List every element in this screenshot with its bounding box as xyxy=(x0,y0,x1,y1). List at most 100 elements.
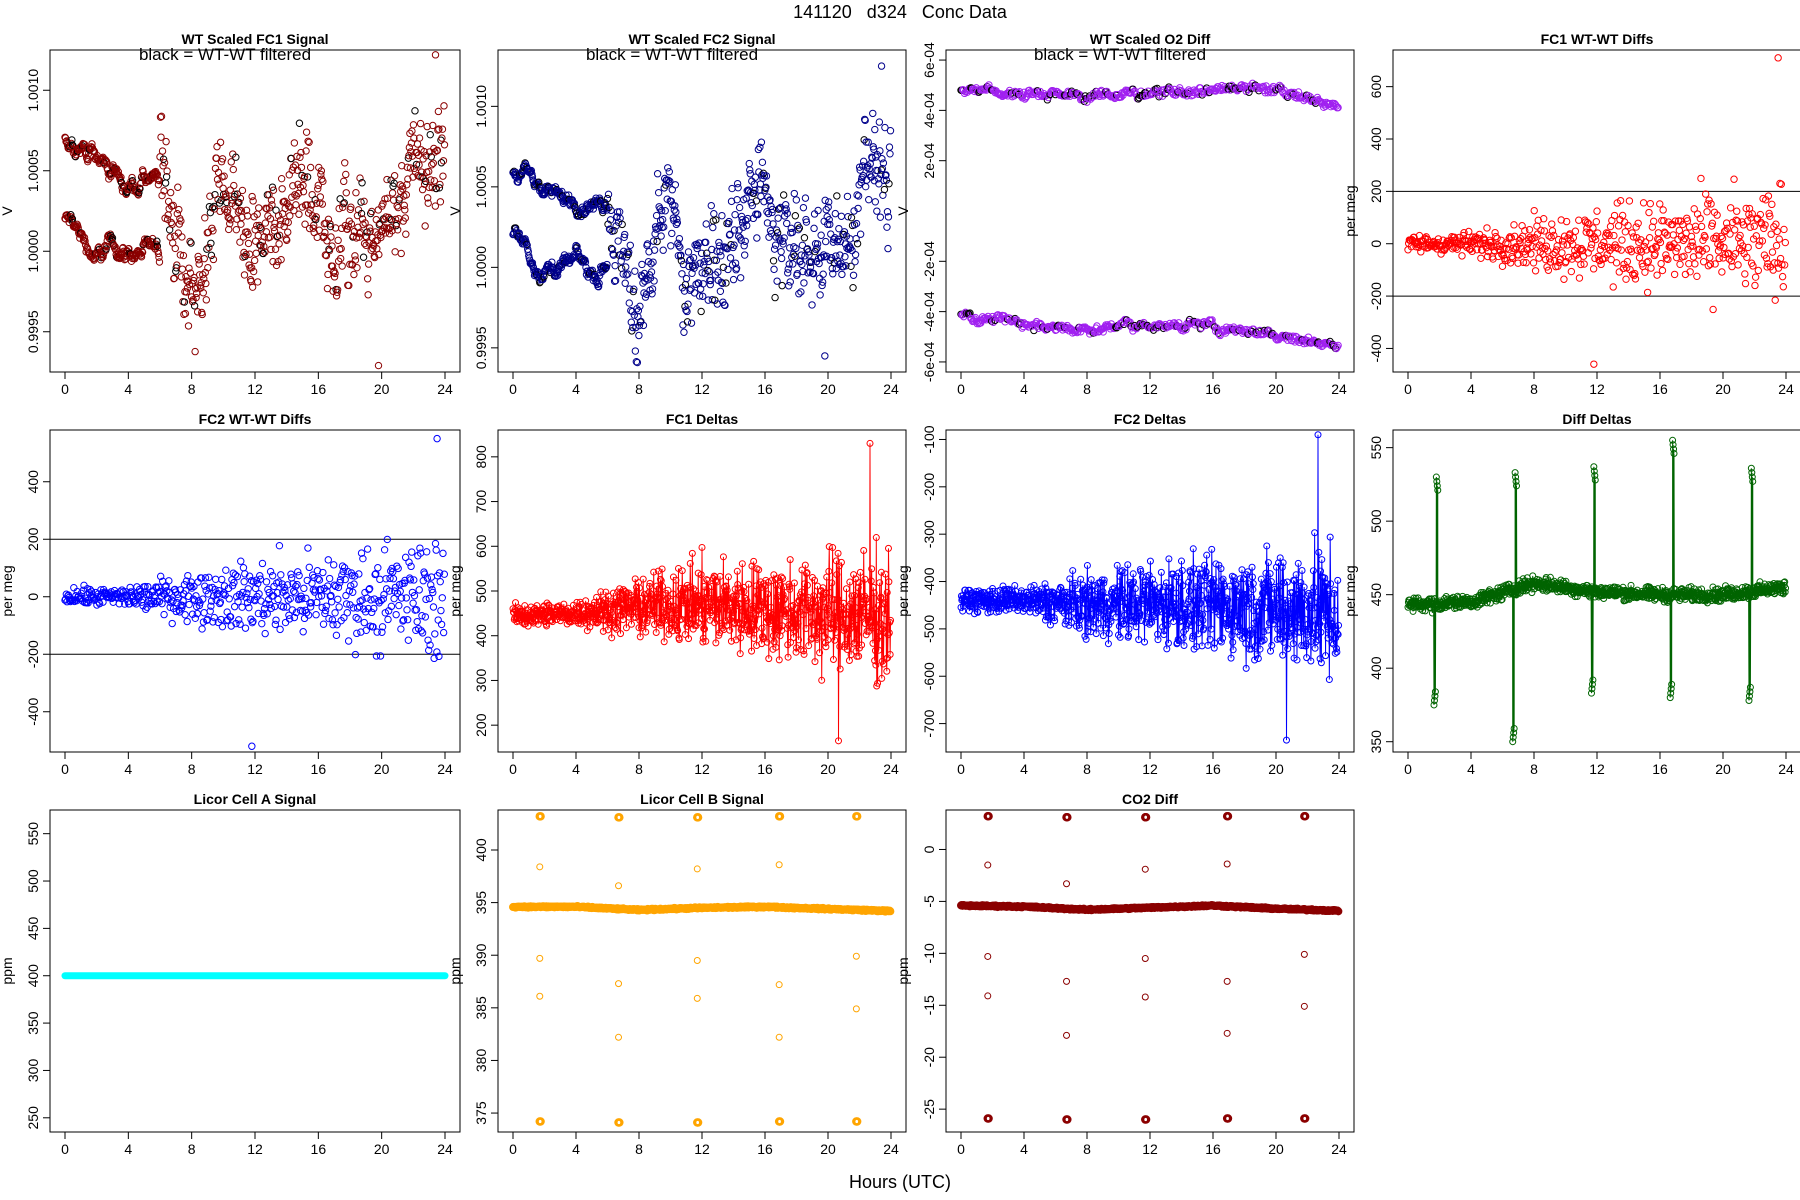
data-point xyxy=(203,245,211,253)
data-point xyxy=(868,154,876,162)
data-point xyxy=(672,576,680,584)
data-point xyxy=(619,270,627,278)
data-point xyxy=(844,642,852,650)
data-point xyxy=(1736,231,1744,240)
data-point xyxy=(884,213,893,221)
data-point xyxy=(537,616,545,624)
y-tick-label: 600 xyxy=(1368,75,1384,99)
data-point xyxy=(711,619,719,627)
data-point xyxy=(873,151,882,159)
data-point xyxy=(221,591,229,599)
data-point xyxy=(1698,247,1707,255)
data-point xyxy=(603,260,611,269)
data-point xyxy=(336,254,345,263)
data-point xyxy=(102,242,111,251)
data-point xyxy=(391,248,399,256)
data-point xyxy=(401,553,410,562)
data-point xyxy=(324,556,332,564)
data-point xyxy=(307,599,316,607)
data-point xyxy=(632,358,641,366)
data-point xyxy=(323,587,331,595)
data-point xyxy=(664,164,672,172)
data-point xyxy=(1333,343,1341,351)
data-point xyxy=(842,585,850,593)
data-point xyxy=(710,210,718,218)
data-point xyxy=(1632,223,1640,231)
data-point xyxy=(1711,260,1719,268)
data-point xyxy=(1208,316,1216,324)
data-point xyxy=(439,549,447,558)
data-point xyxy=(832,252,840,260)
y-tick-label: 2e-04 xyxy=(921,143,937,179)
data-point xyxy=(1726,204,1735,212)
data-point xyxy=(434,107,443,116)
data-point xyxy=(753,234,761,242)
data-point xyxy=(698,292,707,300)
data-point xyxy=(683,318,692,326)
data-point xyxy=(256,223,264,232)
data-point xyxy=(1645,208,1653,217)
data-point xyxy=(774,214,782,222)
y-tick-label: 1.0000 xyxy=(473,246,489,289)
data-point xyxy=(670,206,679,214)
data-point xyxy=(302,128,311,136)
data-point xyxy=(816,291,824,299)
data-point xyxy=(974,608,982,616)
data-point xyxy=(259,249,268,258)
data-point xyxy=(790,579,798,587)
data-point xyxy=(397,249,405,258)
data-point xyxy=(760,603,768,611)
data-point xyxy=(656,575,664,583)
data-point xyxy=(649,607,657,615)
x-tick-label: 4 xyxy=(1020,381,1028,397)
data-point xyxy=(712,216,720,224)
data-point xyxy=(285,171,293,179)
data-point xyxy=(415,586,423,594)
data-point xyxy=(288,606,297,614)
data-point xyxy=(137,253,146,261)
data-point xyxy=(1621,228,1630,236)
data-point xyxy=(181,611,189,619)
data-point xyxy=(1687,242,1695,250)
data-point xyxy=(248,192,256,201)
data-point xyxy=(299,628,307,636)
data-point xyxy=(286,594,294,603)
data-point xyxy=(326,220,334,228)
data-point xyxy=(210,613,218,622)
data-point xyxy=(853,630,861,638)
data-point xyxy=(1593,207,1601,215)
x-tick-label: 8 xyxy=(1530,381,1538,397)
x-tick-label: 4 xyxy=(124,761,132,777)
data-point xyxy=(400,201,408,210)
data-point xyxy=(678,270,686,278)
data-point xyxy=(730,608,737,616)
data-point xyxy=(1762,254,1771,262)
y-tick-label: 400 xyxy=(473,624,489,648)
data-point xyxy=(438,594,446,602)
data-point xyxy=(606,225,614,234)
data-point xyxy=(814,206,822,215)
data-point xyxy=(402,594,411,602)
data-point xyxy=(1754,266,1763,275)
data-point xyxy=(749,214,757,223)
data-point xyxy=(669,590,677,598)
data-point xyxy=(350,270,358,279)
data-point xyxy=(385,587,394,595)
data-point xyxy=(244,230,252,239)
data-point xyxy=(1163,85,1171,93)
data-point xyxy=(426,130,434,139)
data-point xyxy=(871,125,879,134)
data-point xyxy=(753,565,761,573)
data-point xyxy=(356,597,364,605)
data-point xyxy=(847,213,856,222)
data-point xyxy=(755,566,763,574)
data-point xyxy=(1643,288,1652,297)
data-point xyxy=(1692,226,1700,234)
data-point xyxy=(209,255,218,264)
data-point xyxy=(750,557,758,565)
data-point xyxy=(577,600,585,608)
data-point xyxy=(785,260,793,268)
data-point xyxy=(1195,319,1204,327)
data-point xyxy=(153,242,162,250)
data-point xyxy=(1633,246,1642,254)
